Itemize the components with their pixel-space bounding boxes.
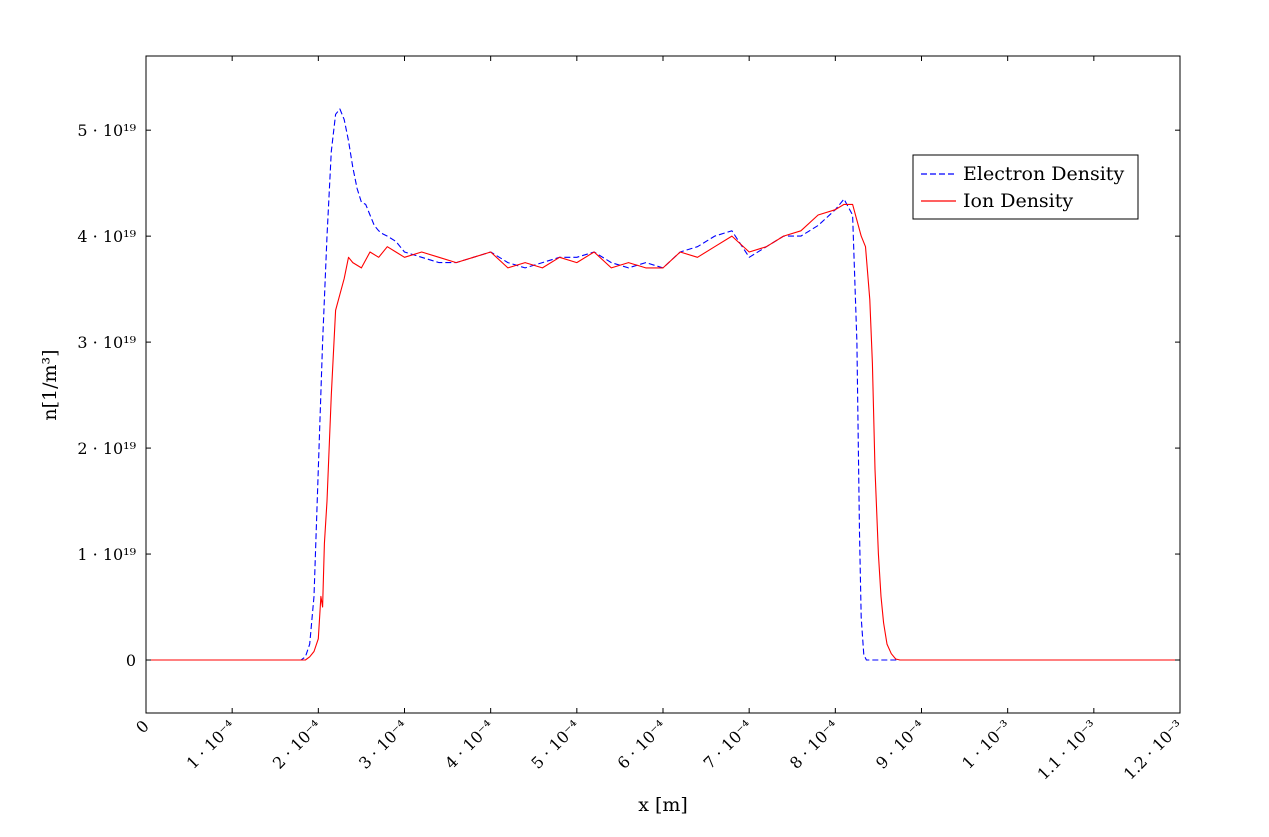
series-line-electron-density [146,108,1180,661]
x-tick-label: 5 · 10⁻⁴ [527,716,583,772]
legend-box [912,154,1139,220]
x-tick-label: 1 · 10⁻³ [958,716,1014,772]
x-tick-label: 7 · 10⁻⁴ [700,716,756,772]
x-tick-label: 3 · 10⁻⁴ [355,716,411,772]
legend: Electron Density Ion Density [912,154,1139,220]
y-tick-label: 1 · 10¹⁹ [77,545,136,564]
y-axis-ticks: 0 1 · 10¹⁹ 2 · 10¹⁹ 3 · 10¹⁹ 4 · 10¹⁹ 5 · 10¹… [77,121,1180,670]
y-tick-label: 5 · 10¹⁹ [77,121,136,140]
legend-label-ion-density: Ion Density [963,190,1073,212]
x-tick-label: 0 [132,716,153,737]
x-tick-label: 1 · 10⁻⁴ [183,716,239,772]
series-layer [146,108,1180,661]
x-tick-label: 1.1 · 10⁻³ [1034,716,1101,783]
x-tick-label: 9 · 10⁻⁴ [872,716,928,772]
series-line-ion-density [146,203,1180,661]
x-axis-title: x [m] [638,794,688,816]
y-tick-label: 4 · 10¹⁹ [77,227,136,246]
y-tick-label: 0 [126,651,136,670]
y-tick-label: 3 · 10¹⁹ [77,333,136,352]
x-tick-label: 1.2 · 10⁻³ [1120,716,1187,783]
x-tick-label: 4 · 10⁻⁴ [441,716,497,772]
x-tick-label: 8 · 10⁻⁴ [786,716,842,772]
y-tick-label: 2 · 10¹⁹ [77,439,136,458]
y-axis-title: n[1/m³] [39,349,61,420]
legend-label-electron-density: Electron Density [963,163,1124,185]
x-tick-label: 2 · 10⁻⁴ [269,716,325,772]
x-tick-label: 6 · 10⁻⁴ [614,716,670,772]
